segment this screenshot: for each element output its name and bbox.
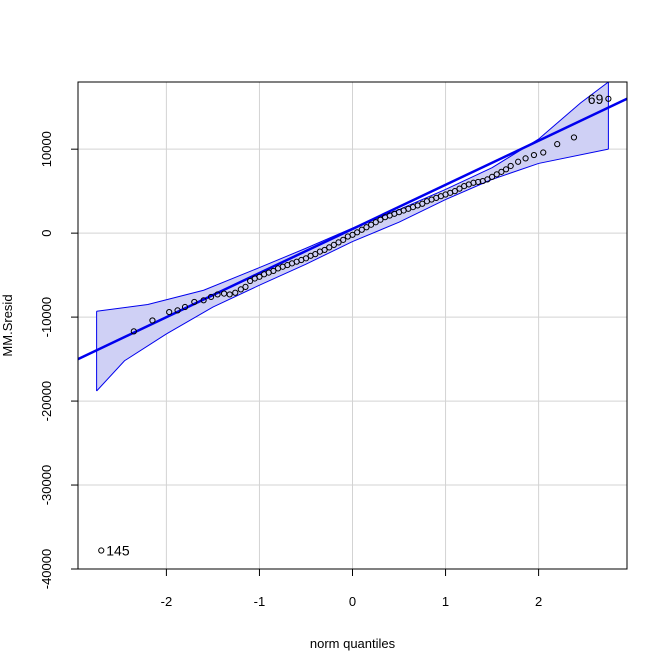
x-tick-label-2: 0 <box>349 594 356 609</box>
data-point-13 <box>237 286 244 293</box>
data-point-12 <box>232 289 239 296</box>
data-point-74 <box>530 151 538 159</box>
data-point-8 <box>207 293 215 301</box>
y-tick-label-4: 0 <box>39 230 54 237</box>
y-tick-label-5: 10000 <box>39 131 54 167</box>
data-point-15 <box>247 277 254 285</box>
envelope-lower-line <box>96 148 609 392</box>
data-point-69 <box>498 168 505 175</box>
data-point-72 <box>515 158 522 165</box>
data-point-20 <box>270 267 277 275</box>
data-point-6 <box>191 298 198 306</box>
data-point-14 <box>242 283 249 290</box>
data-point-4 <box>174 307 181 314</box>
data-point-1 <box>130 328 137 335</box>
data-point-5 <box>181 303 189 311</box>
data-point-29 <box>312 251 319 258</box>
data-point-32 <box>326 244 333 251</box>
point-labels: 145 69 <box>106 91 603 559</box>
data-point-7 <box>200 297 207 304</box>
data-point-41 <box>368 221 375 228</box>
data-point-33 <box>330 241 337 248</box>
data-point-68 <box>493 171 500 178</box>
data-points <box>98 95 612 554</box>
data-point-37 <box>349 231 356 238</box>
data-point-59 <box>451 188 458 195</box>
data-point-31 <box>321 246 328 254</box>
data-point-73 <box>522 155 529 162</box>
data-point-38 <box>354 229 361 236</box>
point-label-1: 69 <box>588 91 604 107</box>
y-tick-label-2: -20000 <box>39 381 54 421</box>
x-tick-label-4: 2 <box>535 594 542 609</box>
axes: -2 -1 0 1 2 -40000 -30000 -20000 -10000 0 10000 <box>39 131 542 609</box>
envelope-fill <box>96 82 609 391</box>
data-point-27 <box>302 255 310 262</box>
data-point-34 <box>335 239 342 246</box>
x-axis-title: norm quantiles <box>310 636 396 651</box>
data-point-52 <box>419 200 426 207</box>
y-tick-label-3: -10000 <box>39 297 54 337</box>
data-point-11 <box>226 291 233 298</box>
data-point-2 <box>149 317 156 324</box>
x-tick-label-0: -2 <box>161 594 173 609</box>
data-point-42 <box>372 219 379 226</box>
data-point-66 <box>484 176 491 183</box>
y-tick-label-0: -40000 <box>39 549 54 589</box>
x-tick-label-3: 1 <box>442 594 449 609</box>
x-tick-label-1: -1 <box>254 594 266 609</box>
data-point-75 <box>540 149 547 156</box>
data-point-71 <box>507 162 514 170</box>
point-label-0: 145 <box>106 543 130 559</box>
data-point-17 <box>256 273 263 280</box>
data-point-60 <box>456 185 463 192</box>
data-point-0 <box>98 547 105 554</box>
data-point-39 <box>358 226 365 233</box>
data-point-40 <box>363 224 370 231</box>
reference-line <box>78 97 627 361</box>
data-point-9 <box>214 291 221 298</box>
data-point-67 <box>488 173 496 180</box>
data-point-76 <box>554 141 561 148</box>
y-axis-title: MM.Sresid <box>0 294 15 356</box>
data-point-78 <box>605 95 612 102</box>
data-point-70 <box>502 166 510 173</box>
reference-line-group <box>78 97 627 361</box>
y-tick-label-1: -30000 <box>39 465 54 505</box>
data-point-35 <box>340 236 347 243</box>
data-point-43 <box>377 216 384 223</box>
data-point-3 <box>166 308 173 316</box>
data-point-77 <box>570 134 578 141</box>
